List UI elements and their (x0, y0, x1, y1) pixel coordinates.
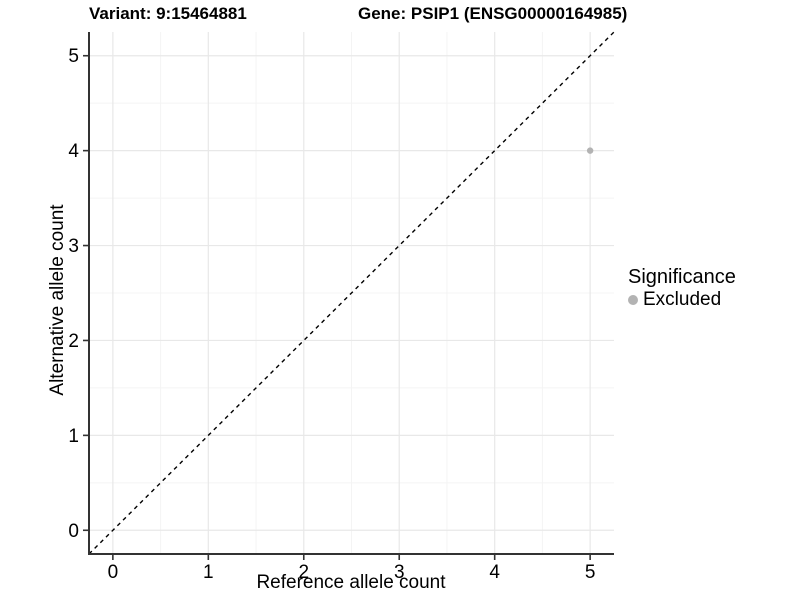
legend-item-label: Excluded (643, 289, 722, 310)
data-point (586, 147, 594, 154)
x-tick-label: 1 (203, 562, 214, 583)
plot-title-variant: Variant: 9:15464881 (89, 4, 247, 23)
y-tick-label: 5 (68, 46, 79, 67)
y-tick-label: 0 (68, 521, 79, 542)
legend-item-excluded: Excluded (628, 289, 736, 310)
y-tick-label: 3 (68, 236, 79, 257)
y-axis-title: Alternative allele count (47, 204, 68, 396)
x-tick-label: 4 (489, 562, 500, 583)
identity-reference-line (88, 31, 615, 555)
legend-point-icon (628, 294, 638, 305)
y-tick-label: 1 (68, 426, 79, 447)
legend: Significance Excluded (628, 266, 736, 310)
x-tick-label: 0 (108, 562, 119, 583)
plot-title-gene: Gene: PSIP1 (ENSG00000164985) (358, 4, 628, 23)
x-axis-title: Reference allele count (256, 572, 446, 593)
x-tick-label: 2 (298, 562, 309, 583)
y-tick-label: 4 (68, 141, 79, 162)
x-tick-label: 3 (394, 562, 405, 583)
legend-title: Significance (628, 266, 736, 288)
y-tick-label: 2 (68, 331, 79, 352)
x-tick-label: 5 (585, 562, 596, 583)
